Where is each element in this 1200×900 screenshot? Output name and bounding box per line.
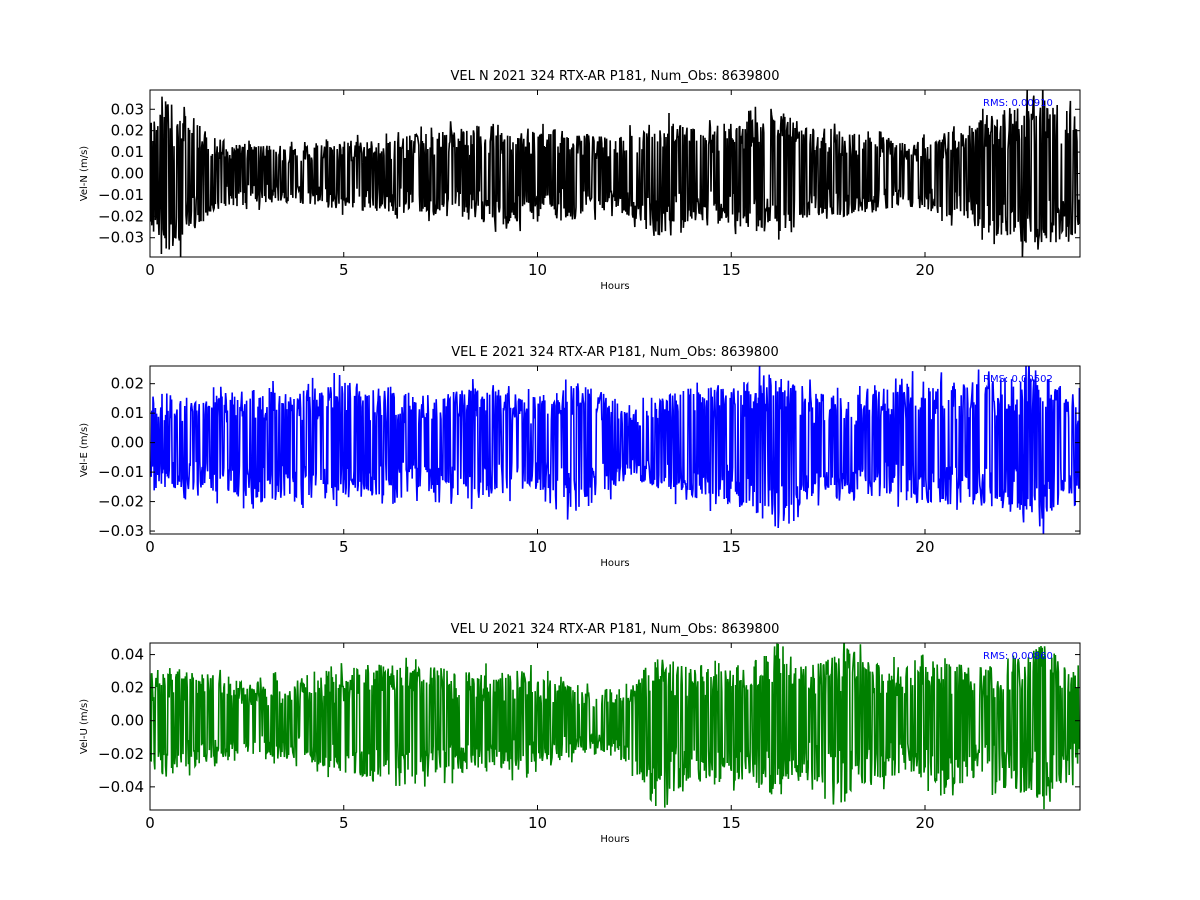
x-axis-label: Hours — [600, 281, 629, 292]
y-tick-label: 0.00 — [111, 434, 144, 452]
subplot-3: 0 5 10 15 20 −0.04 −0.02 0.00 0.02 0.04 VEL U 2021… — [79, 622, 1081, 845]
y-tick-label: −0.01 — [98, 186, 144, 204]
x-axis-label: Hours — [600, 834, 629, 845]
y-axis-label: Vel-U (m/s) — [79, 699, 90, 754]
y-tick-label: 0.01 — [111, 143, 144, 161]
y-tick-label: 0.00 — [111, 165, 144, 183]
x-tick-label: 5 — [339, 538, 349, 556]
y-tick-label: −0.03 — [98, 522, 144, 540]
y-tick-label: −0.04 — [98, 778, 144, 796]
x-tick-label: 20 — [915, 261, 934, 279]
x-tick-label: 0 — [145, 814, 155, 832]
x-tick-label: 5 — [339, 261, 349, 279]
rms-annotation: RMS: 0.00910 — [983, 98, 1053, 109]
y-tick-label: −0.03 — [98, 229, 144, 247]
x-tick-label: 0 — [145, 261, 155, 279]
y-tick-label: −0.02 — [98, 745, 144, 763]
x-tick-label: 10 — [528, 261, 547, 279]
y-tick-label: 0.03 — [111, 100, 144, 118]
x-tick-label: 20 — [915, 814, 934, 832]
plot-frame — [149, 365, 1081, 535]
x-tick-label: 0 — [145, 538, 155, 556]
y-tick-label: 0.02 — [111, 375, 144, 393]
y-tick-label: −0.02 — [98, 207, 144, 225]
y-axis-label: Vel-E (m/s) — [79, 423, 90, 477]
x-axis-label: Hours — [600, 558, 629, 569]
plot-frame — [149, 642, 1081, 811]
x-tick-label: 10 — [528, 538, 547, 556]
y-tick-label: 0.01 — [111, 404, 144, 422]
y-tick-label: 0.00 — [111, 712, 144, 730]
x-tick-label: 15 — [722, 538, 741, 556]
y-tick-label: −0.01 — [98, 463, 144, 481]
x-tick-label: 5 — [339, 814, 349, 832]
subplot-2: 0 5 10 15 20 −0.03 −0.02 −0.01 0.00 0.01 0.02 VEL E… — [79, 345, 1081, 569]
y-tick-label: −0.02 — [98, 493, 144, 511]
y-tick-label: 0.02 — [111, 122, 144, 140]
subplot-1: 0 5 10 15 20 −0.03 −0.02 −0.01 0.00 0.01 0.02 0.03 V… — [79, 69, 1081, 292]
data-trace — [150, 366, 1080, 534]
y-tick-label: 0.02 — [111, 679, 144, 697]
y-axis-label: Vel-N (m/s) — [79, 146, 90, 201]
subplot-title: VEL N 2021 324 RTX-AR P181, Num_Obs: 863… — [451, 69, 780, 84]
data-trace — [150, 90, 1080, 257]
subplot-title: VEL U 2021 324 RTX-AR P181, Num_Obs: 863… — [451, 622, 780, 637]
x-tick-label: 10 — [528, 814, 547, 832]
x-tick-label: 15 — [722, 261, 741, 279]
x-tick-label: 20 — [915, 538, 934, 556]
data-trace — [150, 643, 1080, 810]
rms-annotation: RMS: 0.00860 — [983, 651, 1053, 662]
y-tick-label: 0.04 — [111, 646, 144, 664]
subplot-title: VEL E 2021 324 RTX-AR P181, Num_Obs: 863… — [451, 345, 778, 360]
rms-annotation: RMS: 0.00502 — [983, 374, 1053, 385]
x-tick-label: 15 — [722, 814, 741, 832]
